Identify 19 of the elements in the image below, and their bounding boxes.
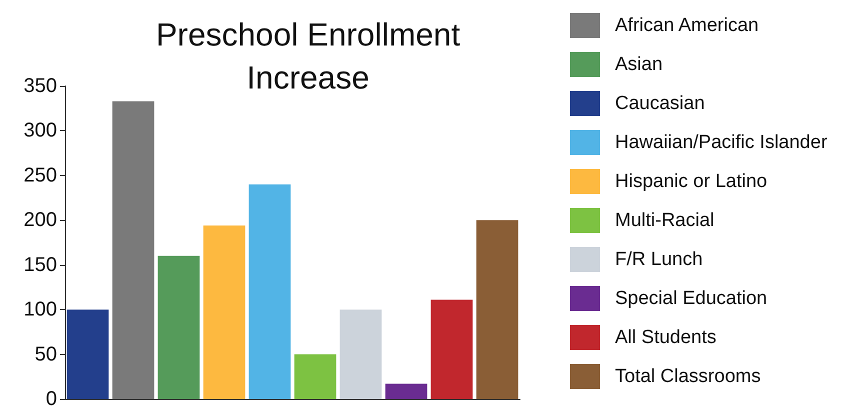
legend-label: Special Education bbox=[615, 288, 768, 309]
legend-label: Asian bbox=[615, 54, 663, 75]
y-tick-label: 100 bbox=[24, 298, 57, 321]
legend-label: Hawaiian/Pacific Islander bbox=[615, 132, 828, 153]
y-tick-label: 300 bbox=[24, 120, 57, 142]
legend-label: Total Classrooms bbox=[615, 366, 761, 387]
y-tick-label: 0 bbox=[46, 388, 57, 410]
legend-label: Caucasian bbox=[615, 93, 705, 114]
chart-title: Preschool Enrollment Increase bbox=[156, 16, 460, 96]
legend-label: African American bbox=[615, 15, 759, 36]
y-tick-label: 50 bbox=[34, 343, 57, 366]
legend-label: Multi-Racial bbox=[615, 210, 714, 231]
legend-label: F/R Lunch bbox=[615, 249, 703, 270]
y-tick-label: 200 bbox=[24, 209, 57, 232]
legend-label: Hispanic or Latino bbox=[615, 171, 768, 192]
y-tick-label: 350 bbox=[24, 75, 57, 97]
legend-label: All Students bbox=[615, 327, 716, 348]
y-tick-label: 250 bbox=[24, 164, 57, 186]
y-tick-label: 150 bbox=[24, 254, 57, 276]
